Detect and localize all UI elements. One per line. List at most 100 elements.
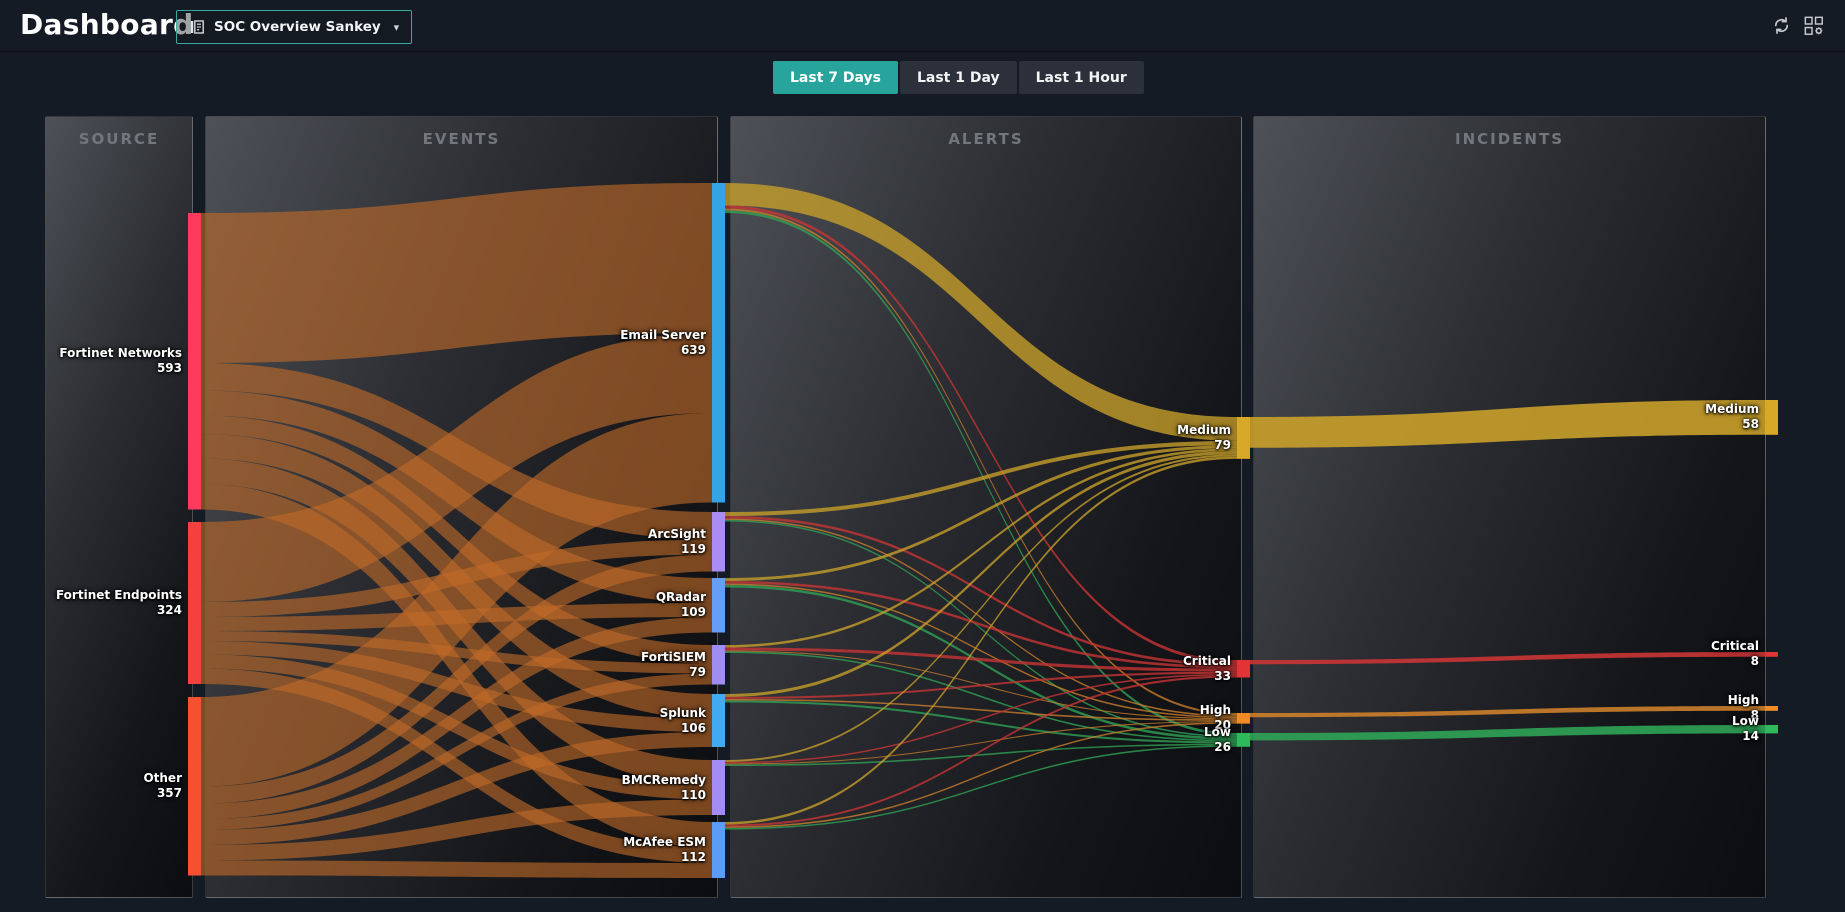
panel-title-source: SOURCE [78,130,160,148]
flow-fortisiem-a_medium[interactable] [725,448,1237,648]
node-label-fortinet_endpoints: Fortinet Endpoints 324 [55,588,182,617]
flow-a_high-i_high[interactable] [1250,706,1765,718]
flow-fortinet_networks-fortisiem[interactable] [201,415,712,664]
node-label-i_low: Low 14 [1732,714,1759,744]
node-a_high[interactable] [1237,713,1250,724]
flow-other-bmcremedy[interactable] [201,799,712,861]
flow-splunk-a_low[interactable] [725,700,1237,744]
node-other[interactable] [188,697,201,876]
flow-a_critical-i_critical[interactable] [1250,652,1765,665]
flow-email_server-a_low[interactable] [725,210,1237,736]
chevron-down-icon: ▾ [393,20,400,34]
node-i_high[interactable] [1765,706,1778,711]
flow-other-splunk[interactable] [201,732,712,845]
flow-splunk-a_critical[interactable] [725,671,1237,699]
flow-qradar-a_medium[interactable] [725,445,1237,581]
flow-bmcremedy-a_critical[interactable] [725,673,1237,764]
flow-bmcremedy-a_medium[interactable] [725,454,1237,762]
panel-title-alerts: ALERTS [948,130,1024,148]
panel-alerts: ALERTS [730,116,1242,898]
node-a_medium[interactable] [1237,417,1250,459]
time-range-tabs: Last 7 Days Last 1 Day Last 1 Hour [773,61,1144,94]
flow-fortinet_endpoints-email_server[interactable] [201,333,712,602]
node-label-a_critical: Critical 33 [1182,653,1231,683]
flow-a_medium-i_medium[interactable] [1250,400,1765,448]
flow-fortinet_endpoints-mcafee_esm[interactable] [201,668,712,864]
page-title: Dashboard [20,8,194,41]
node-label-other: Other 357 [143,771,182,801]
flow-email_server-a_medium[interactable] [725,183,1237,441]
node-a_low[interactable] [1237,733,1250,747]
panel-source: SOURCE [45,116,193,898]
tab-last-7-days[interactable]: Last 7 Days [773,61,898,94]
refresh-icon[interactable] [1772,16,1792,36]
panel-title-incidents: INCIDENTS [1454,130,1564,148]
flow-bmcremedy-a_low[interactable] [725,743,1237,766]
flow-qradar-a_high[interactable] [725,583,1237,719]
node-label-mcafee_esm: McAfee ESM 112 [623,835,706,864]
node-arcsight[interactable] [712,512,725,572]
flow-qradar-a_critical[interactable] [725,581,1237,669]
flow-arcsight-a_high[interactable] [725,518,1237,717]
flow-other-fortisiem[interactable] [201,673,712,831]
flow-email_server-a_critical[interactable] [725,205,1237,664]
node-splunk[interactable] [712,694,725,747]
top-bar: Dashboard SOC Overview Sankey ▾ [0,0,1845,52]
flow-fortinet_networks-email_server[interactable] [201,183,712,363]
node-i_medium[interactable] [1765,400,1778,435]
tab-last-1-hour[interactable]: Last 1 Hour [1018,61,1144,94]
flow-mcafee_esm-a_high[interactable] [725,722,1237,828]
node-bmcremedy[interactable] [712,760,725,815]
flow-mcafee_esm-a_medium[interactable] [725,456,1237,825]
node-mcafee_esm[interactable] [712,822,725,878]
flow-fortinet_endpoints-bmcremedy[interactable] [201,654,712,800]
flow-fortinet_endpoints-fortisiem[interactable] [201,631,712,674]
node-a_critical[interactable] [1237,660,1250,678]
node-label-a_low: Low 26 [1204,724,1231,754]
node-qradar[interactable] [712,578,725,633]
node-i_low[interactable] [1765,725,1778,734]
flow-fortinet_networks-mcafee_esm[interactable] [201,484,712,848]
node-email_server[interactable] [712,183,725,503]
flow-arcsight-a_low[interactable] [725,520,1237,738]
node-label-qradar: QRadar 109 [655,590,706,620]
node-label-bmcremedy: BMCRemedy 110 [621,772,706,802]
panel-title-events: EVENTS [422,130,501,148]
flow-other-arcsight[interactable] [201,554,712,804]
flow-splunk-a_medium[interactable] [725,450,1237,697]
manage-widgets-icon[interactable] [1804,16,1824,36]
flow-a_low-i_low[interactable] [1250,725,1765,741]
node-fortinet_networks[interactable] [188,213,201,510]
flow-splunk-a_high[interactable] [725,699,1237,721]
node-label-fortinet_networks: Fortinet Networks 593 [59,346,182,376]
panel-incidents: INCIDENTS [1253,116,1766,898]
flow-mcafee_esm-a_critical[interactable] [725,675,1237,827]
tab-last-1-day[interactable]: Last 1 Day [899,61,1017,94]
node-fortinet_endpoints[interactable] [188,522,201,684]
node-label-a_medium: Medium 79 [1177,422,1231,452]
flow-other-email_server[interactable] [201,413,712,787]
node-label-email_server: Email Server 639 [620,327,706,357]
node-label-i_critical: Critical 8 [1710,639,1759,669]
dashboard-selector[interactable]: SOC Overview Sankey ▾ [176,10,413,44]
node-i_critical[interactable] [1765,652,1778,657]
flow-other-qradar[interactable] [201,617,712,819]
flow-bmcremedy-a_high[interactable] [725,720,1237,765]
flow-email_server-a_high[interactable] [725,208,1237,716]
flow-other-mcafee_esm[interactable] [201,860,712,879]
node-label-i_high: High 8 [1727,693,1759,723]
flow-mcafee_esm-a_low[interactable] [725,745,1237,830]
flow-fortisiem-a_low[interactable] [725,651,1237,742]
flow-arcsight-a_medium[interactable] [725,440,1237,516]
node-label-fortisiem: FortiSIEM 79 [641,649,706,679]
flow-fortisiem-a_critical[interactable] [725,647,1237,672]
flow-qradar-a_low[interactable] [725,585,1237,740]
dashboard-selector-label: SOC Overview Sankey [214,19,381,35]
flow-arcsight-a_critical[interactable] [725,516,1237,666]
node-label-i_medium: Medium 58 [1705,402,1759,432]
node-label-arcsight: ArcSight 119 [648,526,706,556]
node-fortisiem[interactable] [712,645,725,685]
node-label-splunk: Splunk 106 [659,705,706,735]
